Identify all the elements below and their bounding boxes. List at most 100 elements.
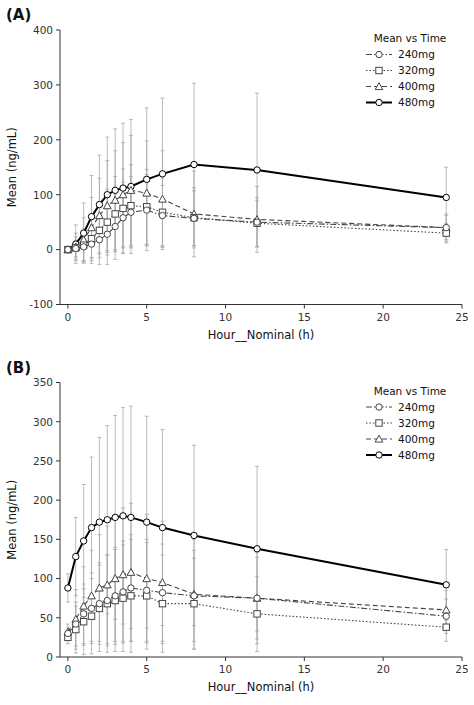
point: [73, 245, 79, 251]
x-tick-label: 15: [298, 663, 311, 675]
y-tick: [56, 539, 60, 540]
series-line: [68, 588, 446, 633]
x-tick-label: 20: [376, 663, 389, 675]
y-axis-line: [60, 30, 61, 305]
legend-marker: [376, 99, 382, 105]
x-tick: [383, 657, 384, 661]
point: [80, 611, 86, 617]
point: [191, 161, 197, 167]
legend-label: 480mg: [398, 449, 435, 461]
y-tick-label: 0: [46, 243, 53, 255]
legend-marker: [375, 435, 383, 442]
point: [159, 171, 165, 177]
legend-label: 400mg: [398, 433, 435, 445]
panel: (A)0510152025-1000100200300400Hour__Nomi…: [5, 6, 469, 342]
point: [443, 582, 449, 588]
point: [73, 245, 79, 251]
legend-label: 480mg: [398, 96, 435, 108]
x-tick: [462, 657, 463, 661]
point: [88, 241, 94, 247]
x-tick-label: 5: [143, 663, 150, 675]
point: [253, 594, 261, 601]
legend-marker: [376, 452, 382, 458]
point: [80, 602, 88, 609]
point: [104, 192, 110, 198]
figure: (A)0510152025-1000100200300400Hour__Nomi…: [0, 0, 474, 705]
point: [96, 519, 102, 525]
point: [254, 219, 260, 225]
point: [112, 593, 118, 599]
point: [442, 606, 450, 613]
point: [254, 167, 260, 173]
point: [120, 205, 126, 211]
point: [120, 513, 126, 519]
y-tick: [56, 421, 60, 422]
point: [96, 584, 104, 591]
legend-title: Mean vs Time: [374, 385, 447, 397]
point: [442, 224, 450, 231]
x-tick: [383, 305, 384, 309]
y-axis-label: Mean (ng/mL): [5, 127, 19, 207]
plot-area: [64, 83, 450, 264]
point: [128, 585, 134, 591]
x-tick-label: 5: [143, 311, 150, 323]
y-tick-label: 100: [33, 189, 53, 201]
legend-label: 320mg: [398, 64, 435, 76]
y-axis-line: [60, 383, 61, 658]
y-tick-label: 350: [33, 376, 53, 388]
series-line: [68, 596, 446, 638]
point: [65, 585, 71, 591]
legend-label: 400mg: [398, 80, 435, 92]
point: [111, 575, 119, 582]
point: [103, 581, 111, 588]
x-axis-label: Hour__Nominal (h): [208, 680, 315, 694]
x-tick-label: 20: [376, 311, 389, 323]
panel: (B)0510152025050100150200250300350Hour__…: [5, 359, 469, 695]
y-tick-label: 200: [33, 494, 53, 506]
legend-label: 240mg: [398, 401, 435, 413]
legend-title: Mean vs Time: [374, 32, 447, 44]
y-tick-label: 300: [33, 79, 53, 91]
y-tick: [56, 84, 60, 85]
point: [88, 524, 94, 530]
y-tick: [56, 617, 60, 618]
point: [144, 207, 150, 213]
point: [254, 546, 260, 552]
x-axis-line: [60, 657, 462, 658]
y-tick-label: 400: [33, 24, 53, 36]
panel-title: (A): [6, 6, 31, 24]
point: [111, 196, 119, 203]
point: [159, 600, 165, 606]
point: [104, 231, 110, 237]
point: [80, 538, 86, 544]
point: [443, 624, 449, 630]
point: [65, 246, 71, 252]
point: [103, 202, 111, 209]
series-line: [68, 206, 446, 250]
x-tick: [225, 305, 226, 309]
y-axis-label: Mean (ng/mL): [5, 480, 19, 560]
x-tick: [146, 657, 147, 661]
y-tick: [56, 194, 60, 195]
point: [96, 212, 104, 219]
x-tick: [462, 305, 463, 309]
point: [159, 589, 165, 595]
x-tick: [146, 305, 147, 309]
series-line: [68, 165, 446, 250]
point: [73, 553, 79, 559]
y-tick: [56, 382, 60, 383]
point: [104, 597, 110, 603]
legend: Mean vs Time240mg320mg400mg480mg: [366, 385, 446, 461]
point: [191, 532, 197, 538]
point: [96, 600, 102, 606]
x-tick: [304, 657, 305, 661]
point: [96, 237, 102, 243]
point: [144, 587, 150, 593]
x-tick-label: 15: [298, 311, 311, 323]
legend-marker: [376, 404, 382, 410]
y-tick: [56, 500, 60, 501]
point: [112, 187, 118, 193]
point: [128, 593, 134, 599]
point: [112, 514, 118, 520]
page: {"chart_data": [ {"type": "line", "title…: [0, 0, 474, 705]
